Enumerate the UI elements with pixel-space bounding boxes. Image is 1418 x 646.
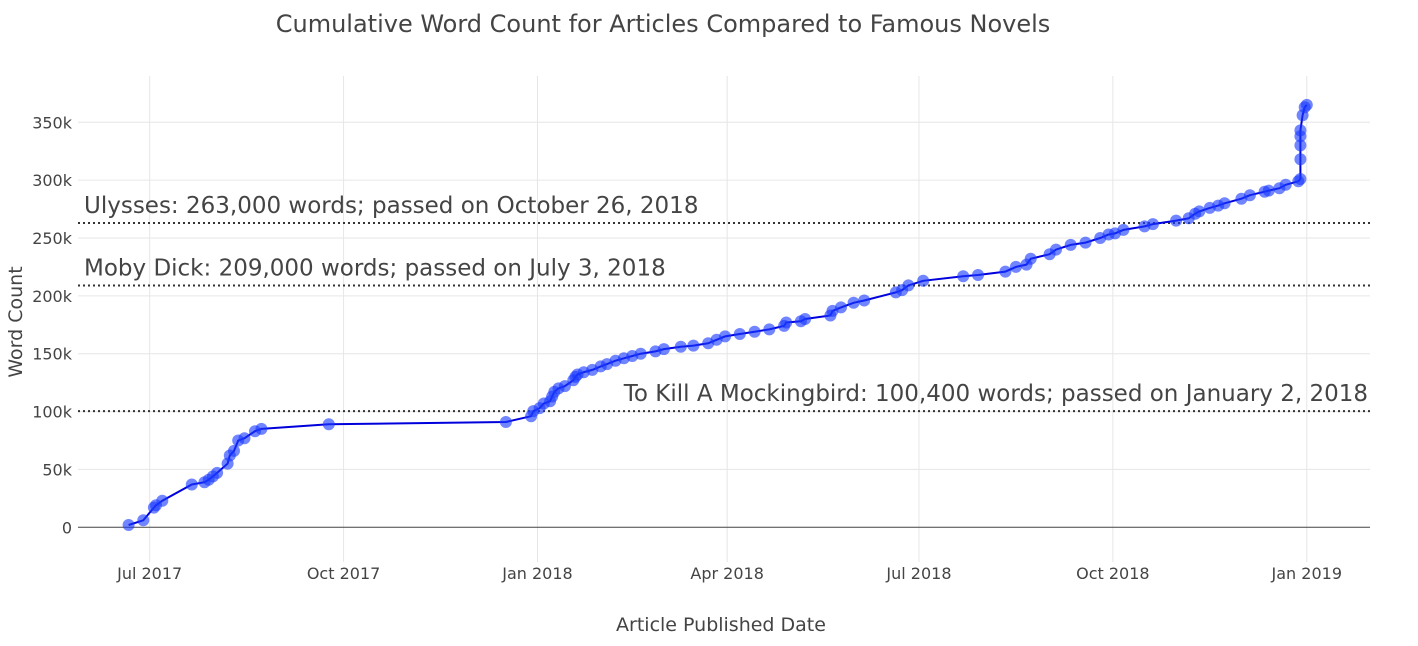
data-point <box>1294 153 1307 166</box>
y-tick-label: 300k <box>32 171 73 190</box>
tick-labels: Jul 2017 Oct 2017 Jan 2018 Apr 2018 Jul 2018… <box>32 113 1342 583</box>
data-point <box>1079 236 1092 249</box>
x-tick-label: Oct 2018 <box>1076 564 1149 583</box>
data-point <box>634 347 647 360</box>
data-point <box>228 444 240 457</box>
x-tick-label: Oct 2017 <box>307 564 380 583</box>
data-point <box>1279 178 1292 191</box>
data-point <box>1064 238 1077 251</box>
data-point <box>1170 214 1183 227</box>
series-line <box>128 104 1308 526</box>
y-axis-title: Word Count <box>5 266 27 377</box>
data-point <box>558 380 571 393</box>
data-point <box>1050 243 1062 256</box>
data-point <box>902 279 915 292</box>
x-tick-label: Jan 2018 <box>501 564 572 583</box>
data-point <box>847 296 860 309</box>
data-point <box>687 339 700 352</box>
reference-label: To Kill A Mockingbird: 100,400 words; pa… <box>623 381 1368 407</box>
x-tick-label: Jan 2019 <box>1271 564 1342 583</box>
data-point <box>763 323 776 336</box>
chart-title: Cumulative Word Count for Articles Compa… <box>276 10 1051 38</box>
x-tick-label: Jul 2018 <box>885 564 951 583</box>
data-point <box>957 270 970 283</box>
data-point <box>1218 197 1231 210</box>
data-point <box>799 313 812 325</box>
data-point <box>657 343 670 356</box>
data-point <box>1300 98 1313 111</box>
reference-lines: Ulysses: 263,000 words; passed on Octobe… <box>78 193 1370 413</box>
y-tick-label: 0 <box>62 518 72 537</box>
data-point <box>972 269 984 281</box>
y-tick-label: 250k <box>32 229 73 248</box>
series <box>122 98 1313 531</box>
data-point <box>999 265 1012 278</box>
y-tick-label: 350k <box>32 113 73 132</box>
data-point <box>1024 252 1037 265</box>
y-tick-label: 50k <box>42 460 72 479</box>
data-point <box>858 294 871 307</box>
x-tick-label: Apr 2018 <box>690 564 763 583</box>
data-point <box>1243 189 1256 202</box>
data-point <box>211 466 224 479</box>
reference-label: Moby Dick: 209,000 words; passed on July… <box>84 255 666 281</box>
reference-label: Ulysses: 263,000 words; passed on Octobe… <box>84 193 698 219</box>
y-tick-label: 200k <box>32 287 73 306</box>
data-point <box>835 301 847 314</box>
data-point <box>917 274 930 287</box>
data-point <box>322 418 335 431</box>
data-point <box>1117 223 1130 236</box>
data-point <box>1009 260 1022 273</box>
data-point <box>1294 124 1307 137</box>
x-axis-title: Article Published Date <box>616 614 826 636</box>
data-point <box>733 328 746 340</box>
data-point <box>185 478 198 491</box>
data-point <box>255 422 268 435</box>
data-point <box>1193 205 1206 218</box>
data-point <box>122 519 135 531</box>
gridlines <box>78 76 1370 562</box>
data-point <box>1294 139 1307 152</box>
data-point <box>1146 218 1159 231</box>
x-tick-label: Jul 2017 <box>116 564 182 583</box>
data-point <box>1262 184 1275 197</box>
data-point <box>137 514 150 527</box>
data-point <box>780 316 793 329</box>
data-point <box>156 494 169 507</box>
data-point <box>499 416 512 428</box>
data-point <box>748 325 761 338</box>
data-point <box>238 432 251 445</box>
y-tick-label: 100k <box>32 403 73 422</box>
data-point <box>719 330 732 343</box>
y-tick-label: 150k <box>32 345 73 364</box>
data-point <box>1294 173 1307 185</box>
data-point <box>674 340 687 353</box>
